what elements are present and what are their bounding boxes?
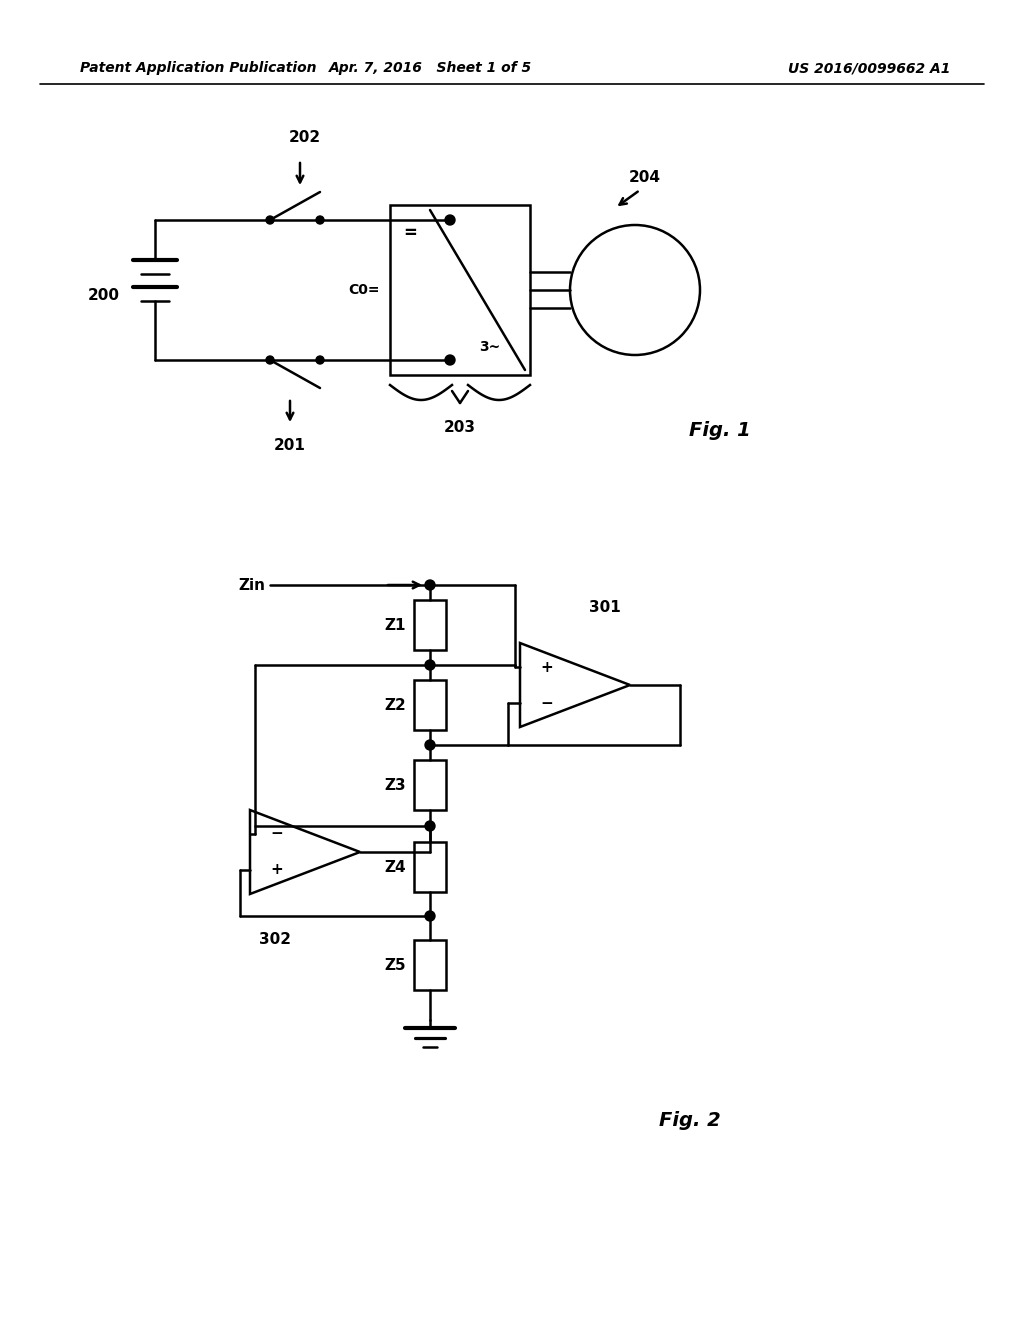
Circle shape	[316, 356, 324, 364]
Text: US 2016/0099662 A1: US 2016/0099662 A1	[787, 61, 950, 75]
Text: Z5: Z5	[384, 957, 406, 973]
Text: Patent Application Publication: Patent Application Publication	[80, 61, 316, 75]
Text: C0=: C0=	[348, 282, 380, 297]
Bar	[414, 601, 446, 649]
Bar	[414, 842, 446, 892]
Text: Z4: Z4	[384, 859, 406, 874]
Text: Z3: Z3	[384, 777, 406, 792]
Text: Fig. 1: Fig. 1	[689, 421, 751, 440]
Text: 302: 302	[259, 932, 291, 946]
Text: Z2: Z2	[384, 697, 406, 713]
Text: 3~: 3~	[479, 341, 501, 354]
Circle shape	[266, 356, 274, 364]
Circle shape	[425, 579, 435, 590]
Text: 301: 301	[589, 601, 621, 615]
Bar	[414, 680, 446, 730]
Text: +: +	[270, 862, 284, 878]
Text: 200: 200	[88, 288, 120, 302]
Circle shape	[445, 215, 455, 224]
Text: Apr. 7, 2016   Sheet 1 of 5: Apr. 7, 2016 Sheet 1 of 5	[329, 61, 531, 75]
Text: =: =	[403, 224, 417, 242]
Text: Zin: Zin	[238, 578, 265, 593]
Text: +: +	[541, 660, 553, 675]
Text: −: −	[270, 826, 284, 842]
Bar	[390, 205, 530, 375]
Circle shape	[425, 821, 435, 832]
Bar	[414, 760, 446, 810]
Bar	[414, 940, 446, 990]
Text: 203: 203	[444, 420, 476, 436]
Circle shape	[425, 741, 435, 750]
Text: 201: 201	[274, 438, 306, 453]
Text: 204: 204	[629, 170, 662, 185]
Circle shape	[445, 355, 455, 366]
Circle shape	[425, 911, 435, 921]
Circle shape	[316, 216, 324, 224]
Text: Z1: Z1	[384, 618, 406, 632]
Text: 202: 202	[289, 129, 322, 145]
Text: Fig. 2: Fig. 2	[659, 1110, 721, 1130]
Circle shape	[266, 216, 274, 224]
Text: −: −	[541, 696, 553, 710]
Circle shape	[425, 660, 435, 671]
